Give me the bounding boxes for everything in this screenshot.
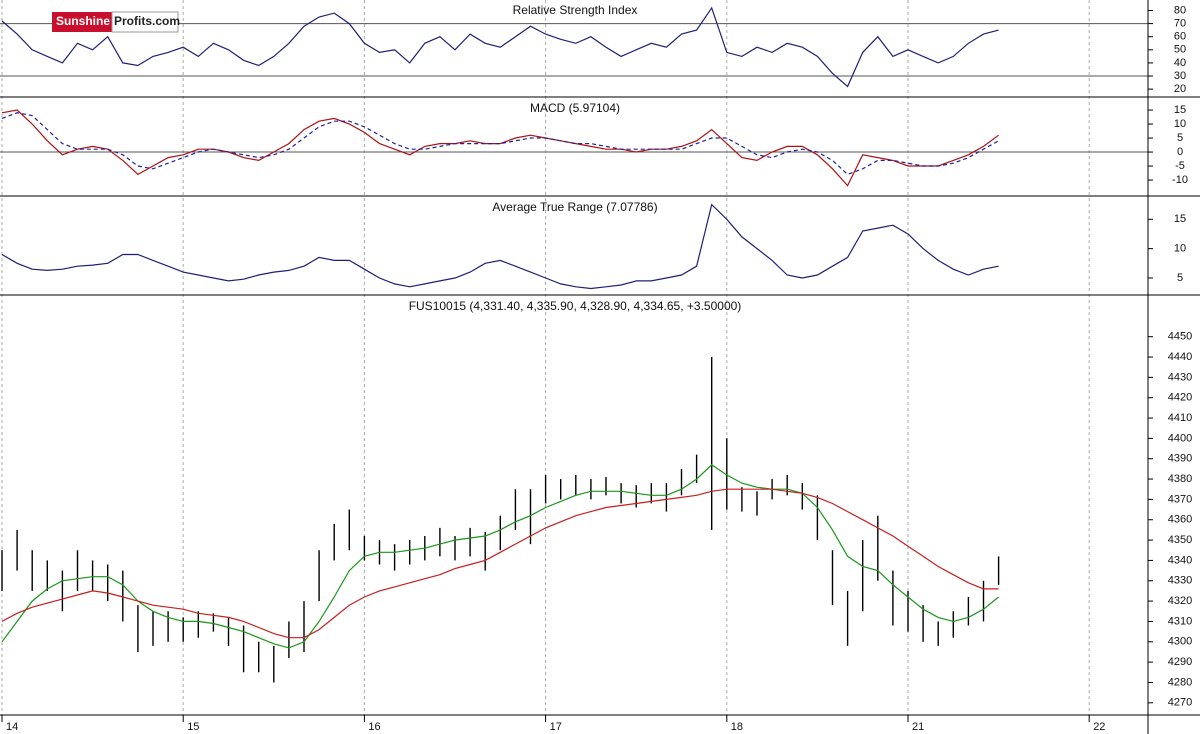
y-tick-label: 4300: [1168, 636, 1192, 648]
y-tick-label: 4270: [1168, 697, 1192, 709]
y-tick-label: 20: [1174, 83, 1186, 95]
panel-title: Average True Range (7.07786): [492, 200, 657, 214]
x-tick-label: 14: [6, 721, 18, 733]
y-tick-label: 4360: [1168, 514, 1192, 526]
x-tick-label: 22: [1093, 721, 1105, 733]
logo-suffix: Profits.com: [114, 14, 180, 28]
y-tick-label: 30: [1174, 70, 1186, 82]
y-tick-label: 50: [1174, 44, 1186, 56]
y-tick-label: 4390: [1168, 453, 1192, 465]
y-tick-label: 4320: [1168, 595, 1192, 607]
y-tick-label: 70: [1174, 18, 1186, 30]
y-tick-label: 5: [1177, 132, 1183, 144]
y-tick-label: 60: [1174, 31, 1186, 43]
y-tick-label: 15: [1174, 104, 1186, 116]
y-tick-label: 80: [1174, 4, 1186, 16]
moving-average: [1, 464, 999, 649]
logo: Sunshine Profits.com: [52, 11, 180, 33]
y-tick-label: 4410: [1168, 412, 1192, 424]
indicator-line: [1, 203, 999, 290]
y-tick-label: 4350: [1168, 534, 1192, 546]
moving-average: [1, 488, 999, 639]
y-tick-label: 4430: [1168, 371, 1192, 383]
y-tick-label: -5: [1175, 160, 1185, 172]
y-tick-label: 4440: [1168, 351, 1192, 363]
indicator-line: [1, 6, 999, 88]
y-tick-label: 4450: [1168, 331, 1192, 343]
y-tick-label: 4290: [1168, 656, 1192, 668]
panel-title: MACD (5.97104): [530, 101, 620, 115]
x-tick-label: 17: [550, 721, 562, 733]
y-tick-label: -10: [1172, 174, 1188, 186]
logo-badge: [52, 12, 112, 32]
y-tick-label: 15: [1174, 213, 1186, 225]
y-tick-label: 5: [1177, 272, 1183, 284]
y-tick-label: 0: [1177, 146, 1183, 158]
y-tick-label: 4420: [1168, 392, 1192, 404]
panel-title: FUS10015 (4,331.40, 4,335.90, 4,328.90, …: [409, 299, 742, 313]
y-tick-label: 4370: [1168, 493, 1192, 505]
logo-brand: Sunshine: [56, 14, 110, 28]
y-tick-label: 40: [1174, 57, 1186, 69]
x-tick-label: 15: [187, 721, 199, 733]
y-tick-label: 10: [1174, 243, 1186, 255]
y-tick-label: 4400: [1168, 432, 1192, 444]
x-tick-label: 18: [731, 721, 743, 733]
indicator-line: [1, 112, 999, 176]
y-tick-label: 4280: [1168, 676, 1192, 688]
x-tick-label: 16: [368, 721, 380, 733]
y-tick-label: 10: [1174, 118, 1186, 130]
y-tick-label: 4310: [1168, 615, 1192, 627]
y-tick-label: 4330: [1168, 575, 1192, 587]
y-tick-label: 4340: [1168, 554, 1192, 566]
panel-title: Relative Strength Index: [513, 3, 638, 17]
y-tick-label: 4380: [1168, 473, 1192, 485]
indicator-line: [1, 109, 999, 187]
x-tick-label: 21: [912, 721, 924, 733]
logo-box: [111, 11, 179, 33]
